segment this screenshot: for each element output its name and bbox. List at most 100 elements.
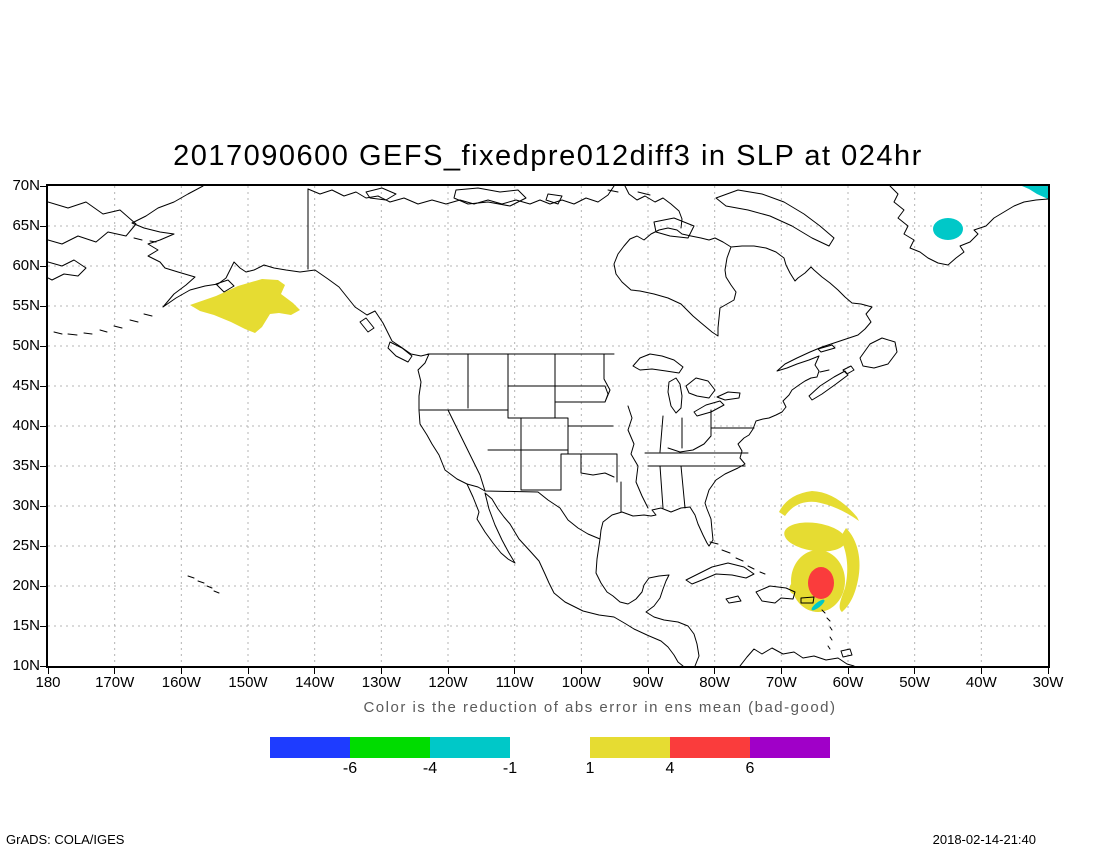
plot-timestamp: 2018-02-14-21:40: [932, 832, 1036, 847]
region-hurricane-right-arm: [839, 528, 860, 612]
x-axis-label: 60W: [832, 674, 864, 691]
y-axis-label: 50N: [12, 337, 40, 354]
y-axis-label: 45N: [12, 377, 40, 394]
y-axis-label: 65N: [12, 217, 40, 234]
y-axis-tick: [40, 625, 47, 627]
colorbar-cell: [350, 737, 430, 758]
region-south-greenland: [933, 218, 963, 240]
colorbar-caption: Color is the reduction of abs error in e…: [363, 699, 837, 716]
coast-pacific-west: [131, 186, 684, 666]
y-axis-tick: [40, 225, 47, 227]
x-axis-label: 120W: [428, 674, 468, 691]
x-axis-label: 170W: [95, 674, 135, 691]
x-axis-tick: [780, 667, 782, 674]
x-axis-label: 180: [35, 674, 61, 691]
x-axis-tick: [647, 667, 649, 674]
y-axis-tick: [40, 265, 47, 267]
x-axis-tick: [514, 667, 516, 674]
x-axis-label: 150W: [228, 674, 268, 691]
grid-lines: [48, 186, 1048, 666]
shaded-regions: [190, 186, 1048, 612]
x-axis-tick: [380, 667, 382, 674]
y-axis-tick: [40, 585, 47, 587]
x-axis-label: 40W: [965, 674, 997, 691]
colorbar-cell: [590, 737, 670, 758]
y-axis-label: 25N: [12, 537, 40, 554]
colorbar-cell: [750, 737, 830, 758]
pacific-islands: [53, 279, 413, 594]
x-axis-tick: [114, 667, 116, 674]
x-axis-label: 140W: [295, 674, 335, 691]
arctic-islands: [365, 187, 835, 247]
x-axis-label: 70W: [765, 674, 797, 691]
y-axis-label: 30N: [12, 497, 40, 514]
colorbar-level-label: -4: [422, 760, 438, 777]
region-small-blob-puerto-rico: [789, 579, 807, 595]
x-axis-label: 110W: [495, 674, 534, 691]
y-axis-label: 15N: [12, 617, 40, 634]
y-axis-tick: [40, 185, 47, 187]
maritimes-newfoundland: [808, 337, 898, 401]
x-axis-label: 30W: [1032, 674, 1064, 691]
y-axis-label: 20N: [12, 577, 40, 594]
grads-credit: GrADS: COLA/IGES: [6, 832, 125, 847]
coast-arctic-mainland: [307, 186, 683, 229]
x-axis-label: 130W: [361, 674, 401, 691]
us-state-borders: [419, 353, 755, 540]
x-axis-tick: [180, 667, 182, 674]
x-axis-label: 100W: [561, 674, 601, 691]
y-axis-label: 55N: [12, 297, 40, 314]
colorbar-level-label: -1: [502, 760, 518, 777]
region-cyan-streak: [811, 599, 825, 611]
coastlines: [48, 186, 1048, 666]
page-title: 2017090600 GEFS_fixedpre012diff3 in SLP …: [173, 140, 923, 172]
y-axis-label: 10N: [12, 657, 40, 674]
x-axis-tick: [914, 667, 916, 674]
region-ne-corner: [1022, 186, 1048, 199]
x-axis-tick: [847, 667, 849, 674]
y-axis-tick: [40, 345, 47, 347]
x-axis-tick: [580, 667, 582, 674]
great-lakes: [632, 353, 741, 417]
map-frame: [46, 184, 1050, 668]
y-axis-tick: [40, 545, 47, 547]
colorbar-level-label: 4: [665, 760, 675, 777]
y-axis-tick: [40, 385, 47, 387]
caribbean-islands: [685, 541, 833, 650]
map-canvas: [48, 186, 1048, 666]
x-axis-label: 90W: [632, 674, 664, 691]
colorbar-cell: [430, 737, 510, 758]
region-hurricane-top-arc: [779, 491, 859, 521]
coast-south-america: [739, 647, 855, 666]
y-axis-tick: [40, 425, 47, 427]
y-axis-label: 35N: [12, 457, 40, 474]
coast-atlantic-gulf: [595, 227, 873, 666]
colorbar-cell: [670, 737, 750, 758]
y-axis-label: 60N: [12, 257, 40, 274]
x-axis-tick: [1047, 667, 1049, 674]
coast-greenland: [889, 186, 1048, 266]
x-axis-tick: [247, 667, 249, 674]
x-axis-label: 80W: [699, 674, 731, 691]
x-axis-tick: [314, 667, 316, 674]
y-axis-label: 70N: [12, 177, 40, 194]
x-axis-label: 50W: [899, 674, 931, 691]
x-axis-label: 160W: [161, 674, 201, 691]
y-axis-label: 40N: [12, 417, 40, 434]
y-axis-tick: [40, 465, 47, 467]
y-axis-tick: [40, 665, 47, 667]
y-axis-tick: [40, 305, 47, 307]
x-axis-tick: [47, 667, 49, 674]
x-axis-tick: [980, 667, 982, 674]
x-axis-tick: [714, 667, 716, 674]
colorbar-cell: [270, 737, 350, 758]
y-axis-tick: [40, 505, 47, 507]
colorbar-level-label: -6: [342, 760, 358, 777]
x-axis-tick: [447, 667, 449, 674]
region-hurricane-upper-lobe: [784, 522, 846, 552]
coast-siberia: [48, 201, 157, 281]
region-gulf-of-alaska: [190, 279, 300, 333]
colorbar-level-label: 1: [585, 760, 595, 777]
colorbar-level-label: 6: [745, 760, 755, 777]
